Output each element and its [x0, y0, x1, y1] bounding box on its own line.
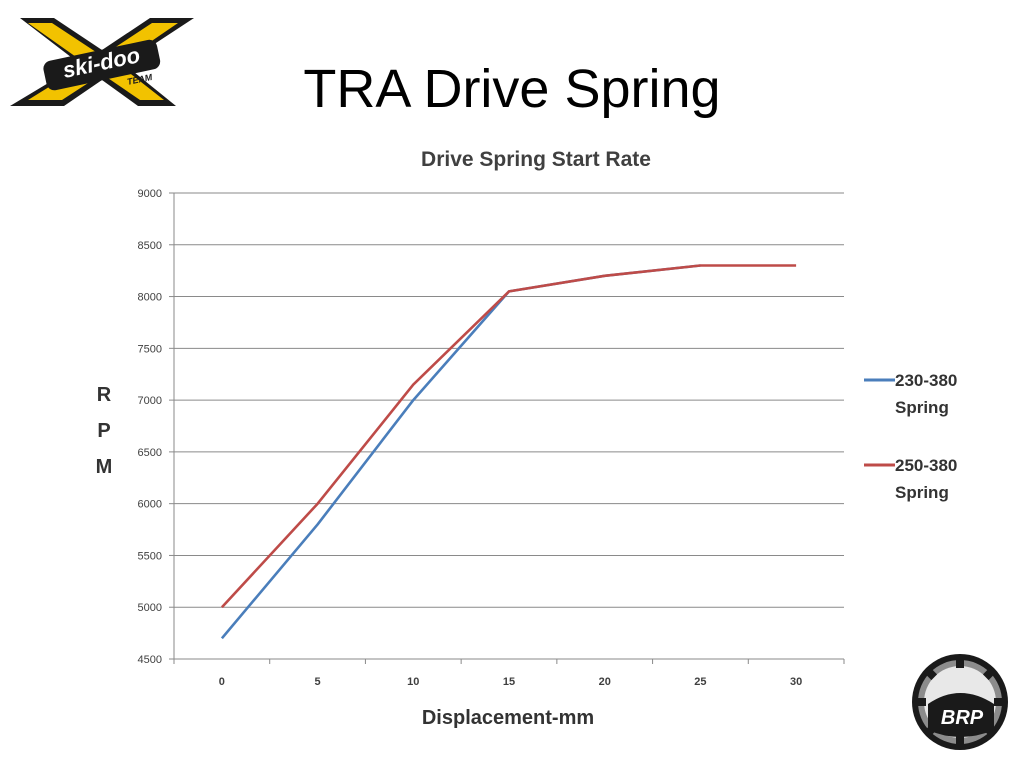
ski-doo-team-logo: ski-doo TEAM — [10, 18, 194, 106]
y-tick-label: 4500 — [138, 654, 162, 666]
chart-series — [220, 264, 797, 640]
x-axis-label: Displacement-mm — [422, 707, 594, 729]
legend-label: Spring — [895, 398, 949, 417]
legend-label: 230-380 — [895, 371, 957, 390]
y-axis-label: RPM — [96, 384, 113, 478]
y-tick-label: 7500 — [138, 343, 162, 355]
x-tick-label: 0 — [219, 676, 225, 688]
x-axis-ticks: 0 5 10 15 20 25 30 — [173, 659, 845, 688]
y-axis-label-letter: R — [97, 384, 112, 406]
y-tick-label: 7000 — [138, 395, 162, 407]
chart-gridlines — [174, 192, 844, 608]
y-tick-label: 5500 — [138, 550, 162, 562]
y-axis-label-letter: M — [96, 456, 113, 478]
y-tick-label: 6500 — [138, 447, 162, 459]
series-line-2 — [220, 264, 797, 609]
chart-title: Drive Spring Start Rate — [421, 148, 651, 171]
y-tick-label: 8500 — [138, 240, 162, 252]
y-axis-ticks: 4500 5000 5500 6000 6500 7000 7500 8000 8500 9000 — [138, 188, 174, 666]
brp-logo: BRP — [912, 654, 1008, 750]
y-tick-label: 8000 — [138, 292, 162, 304]
x-tick-label: 5 — [315, 676, 321, 688]
x-tick-label: 30 — [790, 676, 802, 688]
chart-legend: 230-380 Spring 250-380 Spring — [864, 371, 957, 502]
legend-label: Spring — [895, 483, 949, 502]
brp-wordmark: BRP — [941, 707, 984, 729]
y-tick-label: 9000 — [138, 188, 162, 200]
x-tick-label: 15 — [503, 676, 515, 688]
y-axis-label-letter: P — [97, 420, 110, 442]
slide-title: TRA Drive Spring — [303, 59, 721, 119]
x-tick-label: 20 — [599, 676, 611, 688]
chart-axes — [173, 193, 844, 660]
x-tick-label: 10 — [407, 676, 419, 688]
y-tick-label: 5000 — [138, 602, 162, 614]
x-tick-label: 25 — [694, 676, 706, 688]
y-tick-label: 6000 — [138, 499, 162, 511]
legend-label: 250-380 — [895, 456, 957, 475]
